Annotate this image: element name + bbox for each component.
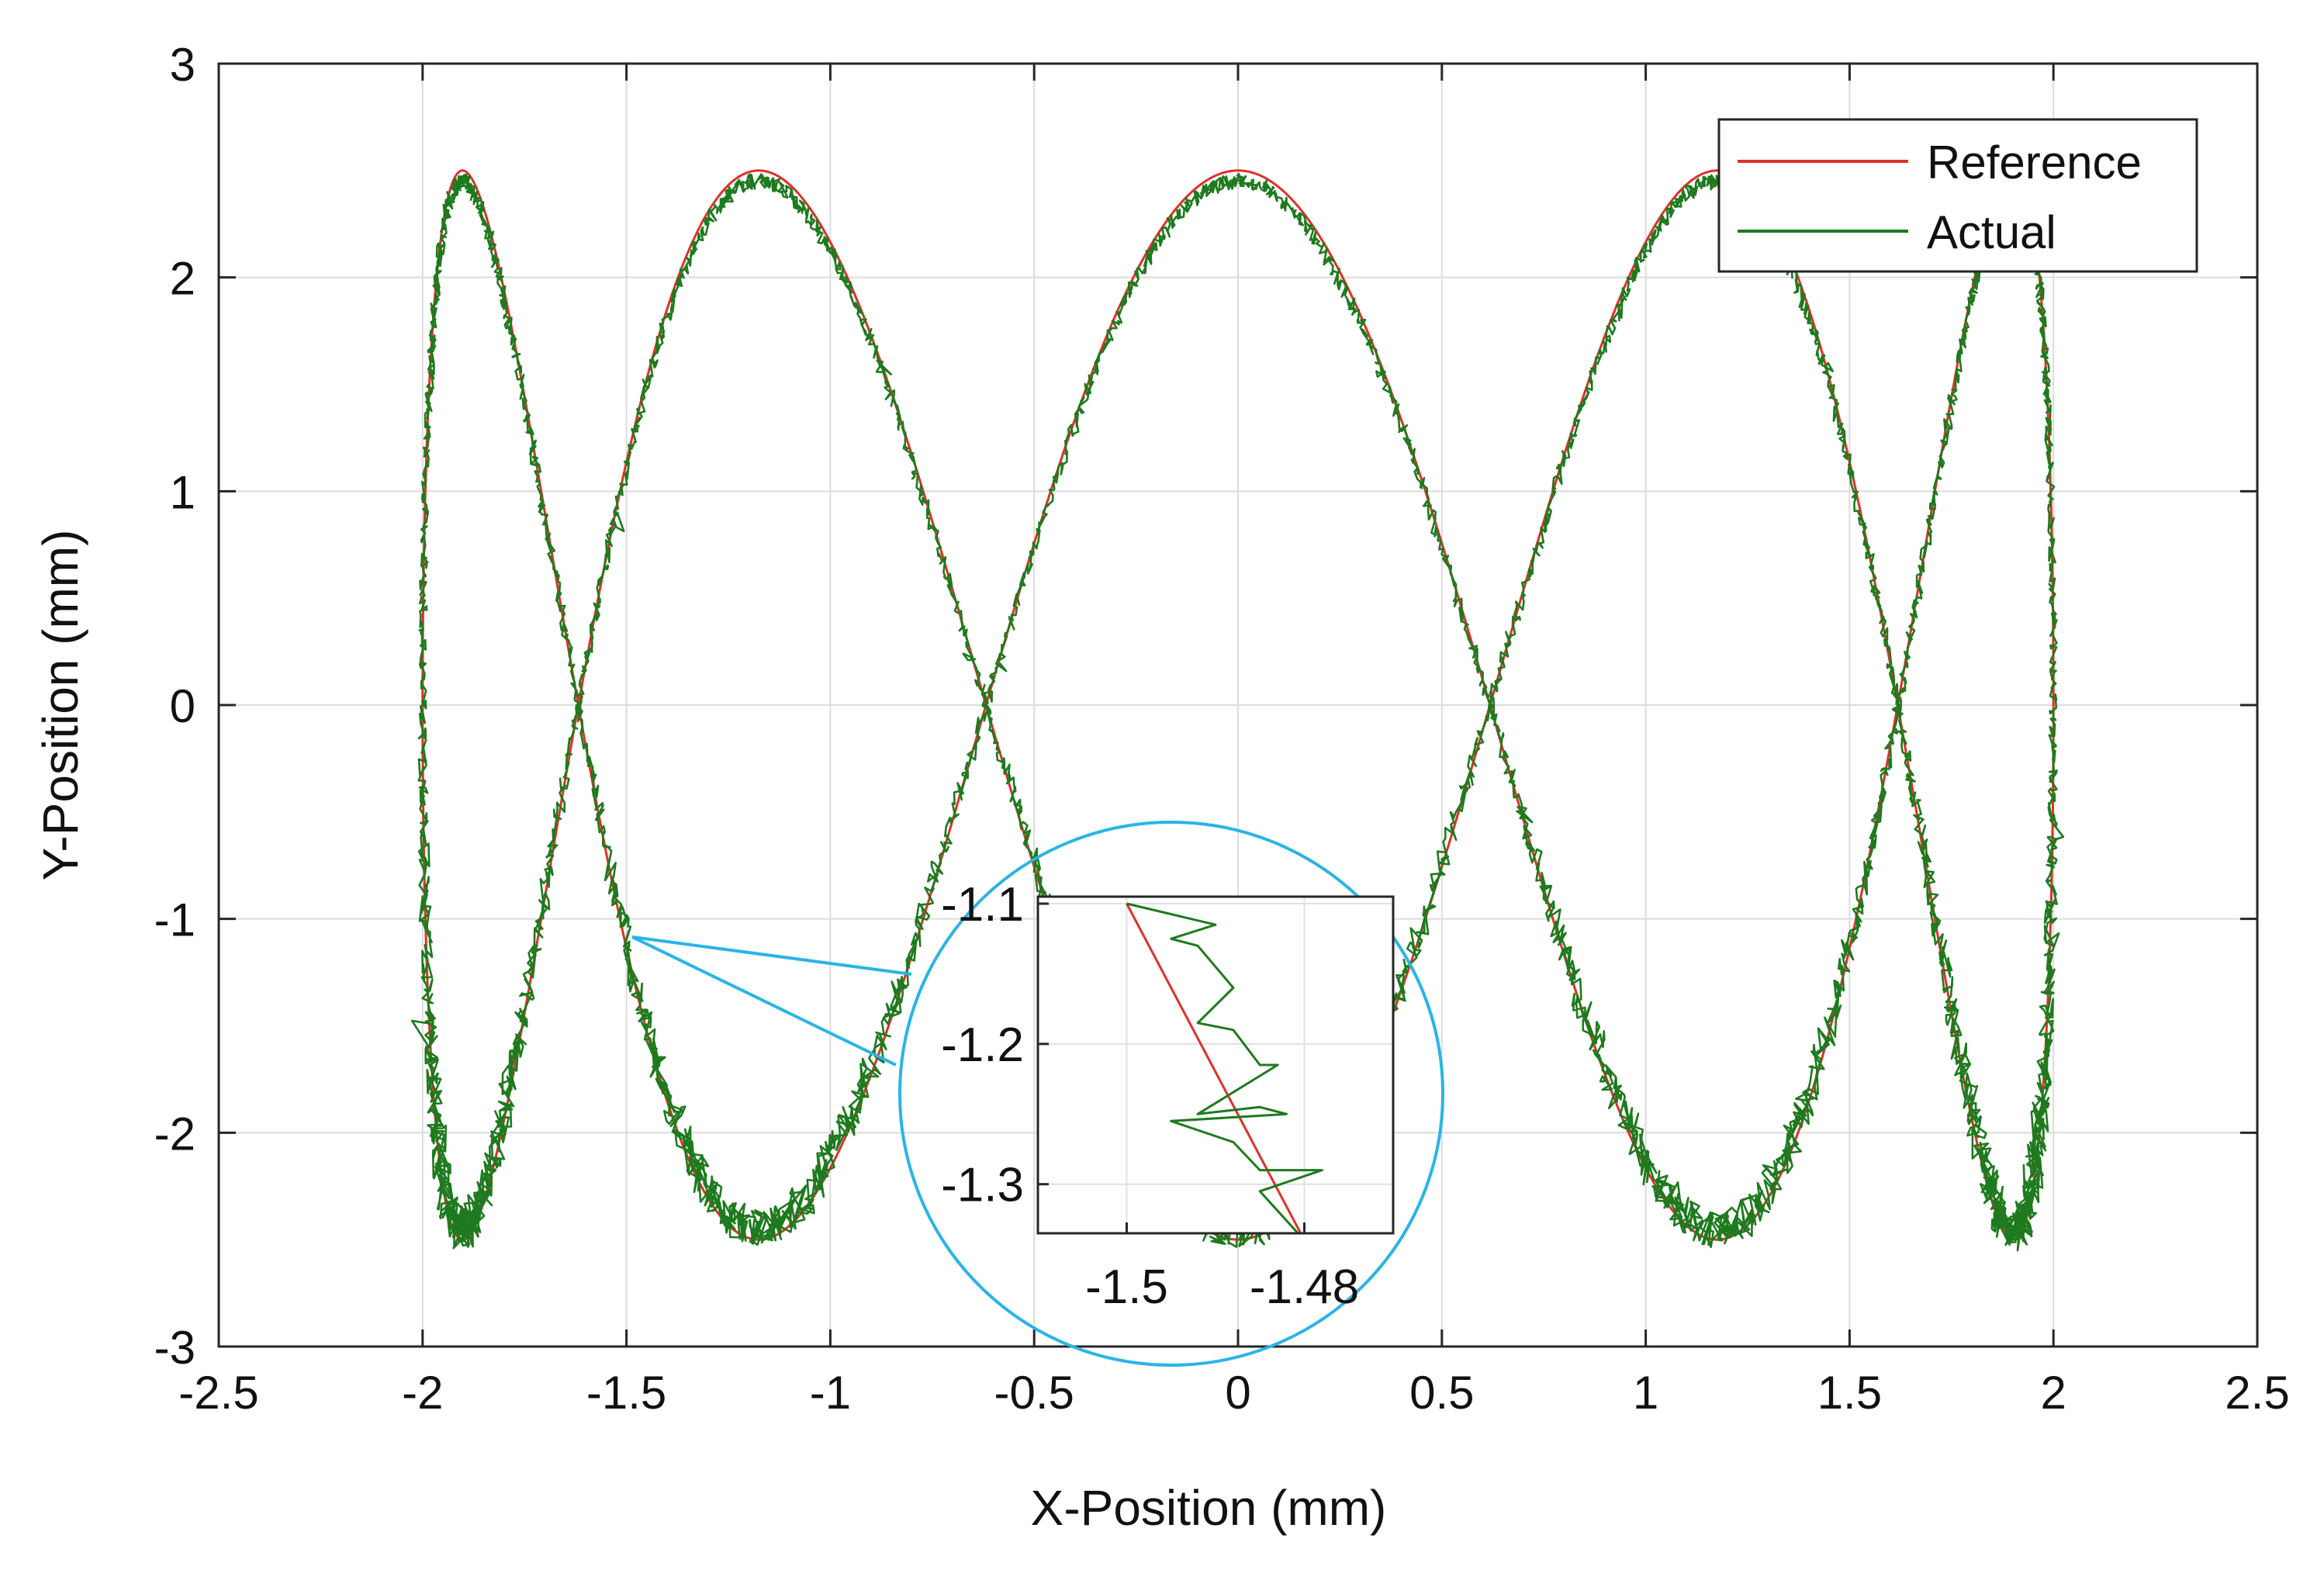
inset-connector-bottom <box>631 935 897 1067</box>
x-tick-label: 2 <box>2041 1367 2066 1419</box>
x-tick-label: 2.5 <box>2225 1367 2289 1419</box>
inset-frame <box>1036 895 1395 1235</box>
inset-lines <box>1126 902 1323 1233</box>
y-tick-label: -2 <box>154 1108 195 1160</box>
x-tick-label: -0.5 <box>994 1367 1074 1419</box>
y-tick-label: 0 <box>170 680 195 732</box>
inset-y-tick-label: -1.1 <box>941 878 1024 932</box>
inset-connector-top <box>631 935 912 976</box>
y-tick-label: -3 <box>154 1322 195 1374</box>
inset-y-tick-label: -1.3 <box>941 1159 1024 1212</box>
inset-zoom: -1.5 -1.48 -1.1 -1.2 -1.3 <box>631 821 1444 1367</box>
inset-y-tick-label: -1.2 <box>941 1018 1024 1072</box>
y-tick-label: -1 <box>154 894 195 946</box>
inset-x-tick-label: -1.5 <box>1085 1260 1168 1314</box>
inset-magnifier-circle <box>898 821 1444 1367</box>
y-tick-label: 3 <box>170 39 195 91</box>
y-tick-label: 1 <box>170 466 195 518</box>
x-ticks: -2.5 -2 -1.5 -1 -0.5 0 0.5 1 1.5 2 2.5 <box>178 64 2290 1419</box>
x-tick-label: -1 <box>810 1367 851 1419</box>
legend-box <box>1717 118 2198 273</box>
x-tick-label: -2.5 <box>178 1367 258 1419</box>
y-ticks: -3 -2 -1 0 1 2 3 <box>154 39 2257 1374</box>
x-tick-label: 1 <box>1633 1367 1658 1419</box>
inset-actual-line <box>1126 902 1323 1233</box>
y-tick-label: 2 <box>170 253 195 305</box>
x-tick-label: 0 <box>1225 1367 1250 1419</box>
inset-reference-line <box>1126 903 1302 1233</box>
inset-ticks: -1.5 -1.48 -1.1 -1.2 -1.3 <box>941 878 1359 1314</box>
legend: Reference Actual <box>1717 118 2198 273</box>
y-axis-label: Y-Position (mm) <box>33 530 88 881</box>
x-axis-label: X-Position (mm) <box>1031 1480 1387 1536</box>
legend-label-actual: Actual <box>1927 206 2056 258</box>
legend-label-reference: Reference <box>1927 137 2142 188</box>
x-tick-label: 0.5 <box>1409 1367 1474 1419</box>
x-tick-label: -2 <box>402 1367 443 1419</box>
inset-x-tick-label: -1.48 <box>1250 1260 1359 1314</box>
x-tick-label: 1.5 <box>1817 1367 1882 1419</box>
x-tick-label: -1.5 <box>586 1367 666 1419</box>
inset-background <box>1038 897 1393 1233</box>
